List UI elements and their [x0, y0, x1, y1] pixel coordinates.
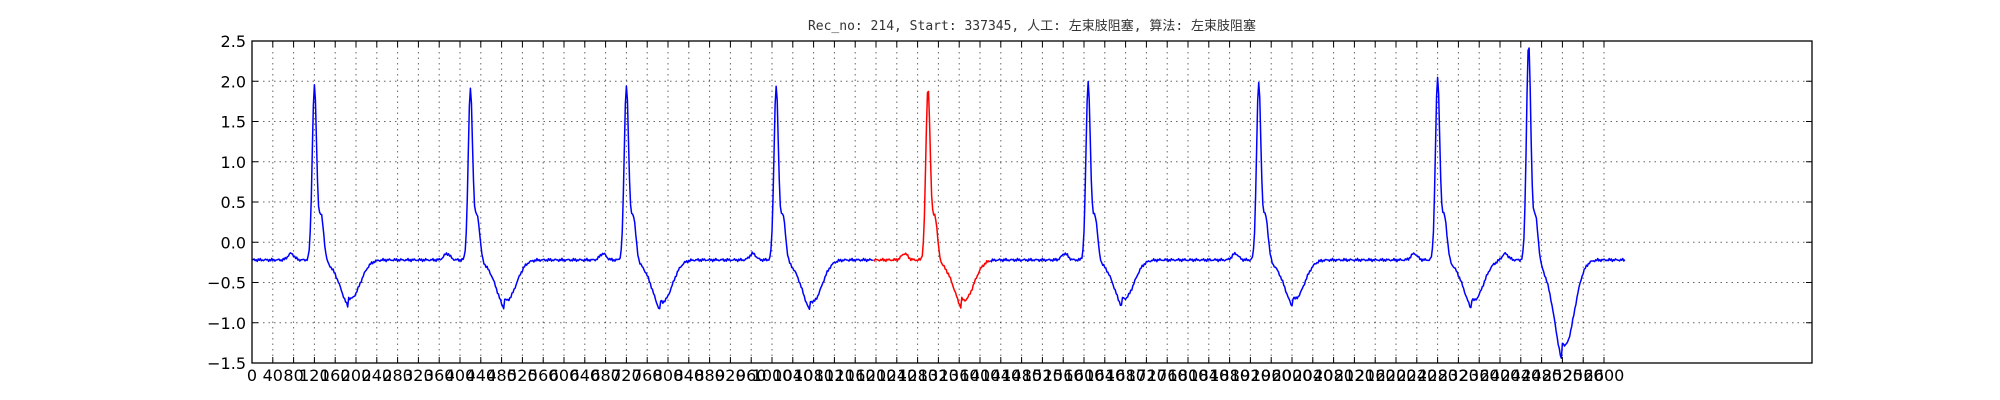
x-tick-label: 1200: [856, 366, 897, 385]
x-tick-label: 800: [653, 366, 684, 385]
ecg-trace-normal: [251, 84, 873, 311]
x-tick-label: 2400: [1480, 366, 1521, 385]
x-tick-label: 2080: [1313, 366, 1354, 385]
x-tick-label: 1360: [939, 366, 980, 385]
x-tick-label: 2320: [1438, 366, 1479, 385]
ecg-trace-highlight: [872, 90, 991, 309]
ecg-trace-normal: [989, 47, 1626, 359]
x-tick-label: 2480: [1521, 366, 1562, 385]
x-tick-label: 760: [632, 366, 663, 385]
x-tick-label: 1160: [835, 366, 876, 385]
x-tick-label: 360: [424, 366, 455, 385]
x-tick-label: 1400: [960, 366, 1001, 385]
x-tick-label: 1920: [1230, 366, 1271, 385]
chart-title: Rec_no: 214, Start: 337345, 人工: 左束肢阻塞, 算…: [808, 18, 1256, 34]
x-tick-label: 960: [736, 366, 767, 385]
x-tick-label: 1480: [1001, 366, 1042, 385]
x-tick-label: 320: [403, 366, 434, 385]
x-tick-label: 80: [283, 366, 303, 385]
x-tick-label: 2600: [1584, 366, 1625, 385]
x-tick-label: 1440: [980, 366, 1021, 385]
x-tick-label: 1720: [1126, 366, 1167, 385]
x-tick-label: 840: [674, 366, 705, 385]
x-tick-label: 2280: [1417, 366, 1458, 385]
x-tick-label: 2000: [1272, 366, 1313, 385]
x-tick-label: 400: [445, 366, 476, 385]
x-tick-label: 680: [590, 366, 621, 385]
x-tick-label: 1520: [1022, 366, 1063, 385]
x-tick-label: 2560: [1563, 366, 1604, 385]
x-tick-label: 2040: [1292, 366, 1333, 385]
y-tick-label: 0.5: [221, 193, 246, 212]
x-tick-label: 200: [341, 366, 372, 385]
x-tick-label: 0: [247, 366, 257, 385]
y-tick-label: 1.5: [221, 113, 246, 132]
x-tick-label: 1080: [793, 366, 834, 385]
x-tick-label: 720: [611, 366, 642, 385]
x-tick-label: 2120: [1334, 366, 1375, 385]
x-tick-label: 2360: [1459, 366, 1500, 385]
x-tick-label: 240: [362, 366, 393, 385]
x-tick-label: 1280: [897, 366, 938, 385]
x-tick-label: 40: [263, 366, 283, 385]
x-tick-label: 1960: [1251, 366, 1292, 385]
y-tick-label: −1.5: [207, 354, 246, 373]
x-tick-label: 560: [528, 366, 559, 385]
y-tick-label: 0.0: [221, 233, 246, 252]
x-tick-label: 1840: [1188, 366, 1229, 385]
x-axis-ticks: 0 40 8012016020024028032036040044048052056…: [247, 41, 1624, 385]
ecg-traces: [251, 47, 1626, 359]
x-tick-label: 480: [486, 366, 517, 385]
x-tick-label: 600: [549, 366, 580, 385]
x-tick-label: 1240: [876, 366, 917, 385]
x-tick-label: 2160: [1355, 366, 1396, 385]
grid-lines: [251, 40, 1812, 364]
x-tick-label: 120: [299, 366, 330, 385]
x-tick-label: 1680: [1105, 366, 1146, 385]
y-axis-ticks: −1.5 −1.0 −0.5 0.0 0.5 1.0 1.5 2.0 2.5: [207, 32, 1812, 373]
x-tick-label: 1000: [752, 366, 793, 385]
x-tick-label: 1800: [1168, 366, 1209, 385]
y-tick-label: 2.5: [221, 32, 246, 51]
x-tick-label: 2200: [1376, 366, 1417, 385]
y-tick-label: −1.0: [207, 314, 246, 333]
x-tick-label: 2520: [1542, 366, 1583, 385]
x-tick-label: 1880: [1209, 366, 1250, 385]
x-tick-label: 2440: [1500, 366, 1541, 385]
x-tick-label: 2240: [1396, 366, 1437, 385]
x-tick-label: 160: [320, 366, 351, 385]
x-tick-label: 1120: [814, 366, 855, 385]
x-tick-label: 520: [507, 366, 538, 385]
y-tick-label: 2.0: [221, 72, 246, 91]
x-tick-label: 640: [570, 366, 601, 385]
x-tick-label: 880: [694, 366, 725, 385]
x-tick-label: 920: [715, 366, 746, 385]
y-tick-label: 1.0: [221, 153, 246, 172]
x-tick-label: 280: [382, 366, 413, 385]
x-tick-label: 1600: [1064, 366, 1105, 385]
x-tick-label: 1560: [1043, 366, 1084, 385]
x-tick-label: 440: [466, 366, 497, 385]
x-tick-label: 1760: [1147, 366, 1188, 385]
x-tick-label: 1320: [918, 366, 959, 385]
x-tick-label: 1640: [1084, 366, 1125, 385]
y-tick-label: −0.5: [207, 274, 246, 293]
x-tick-label: 1040: [772, 366, 813, 385]
